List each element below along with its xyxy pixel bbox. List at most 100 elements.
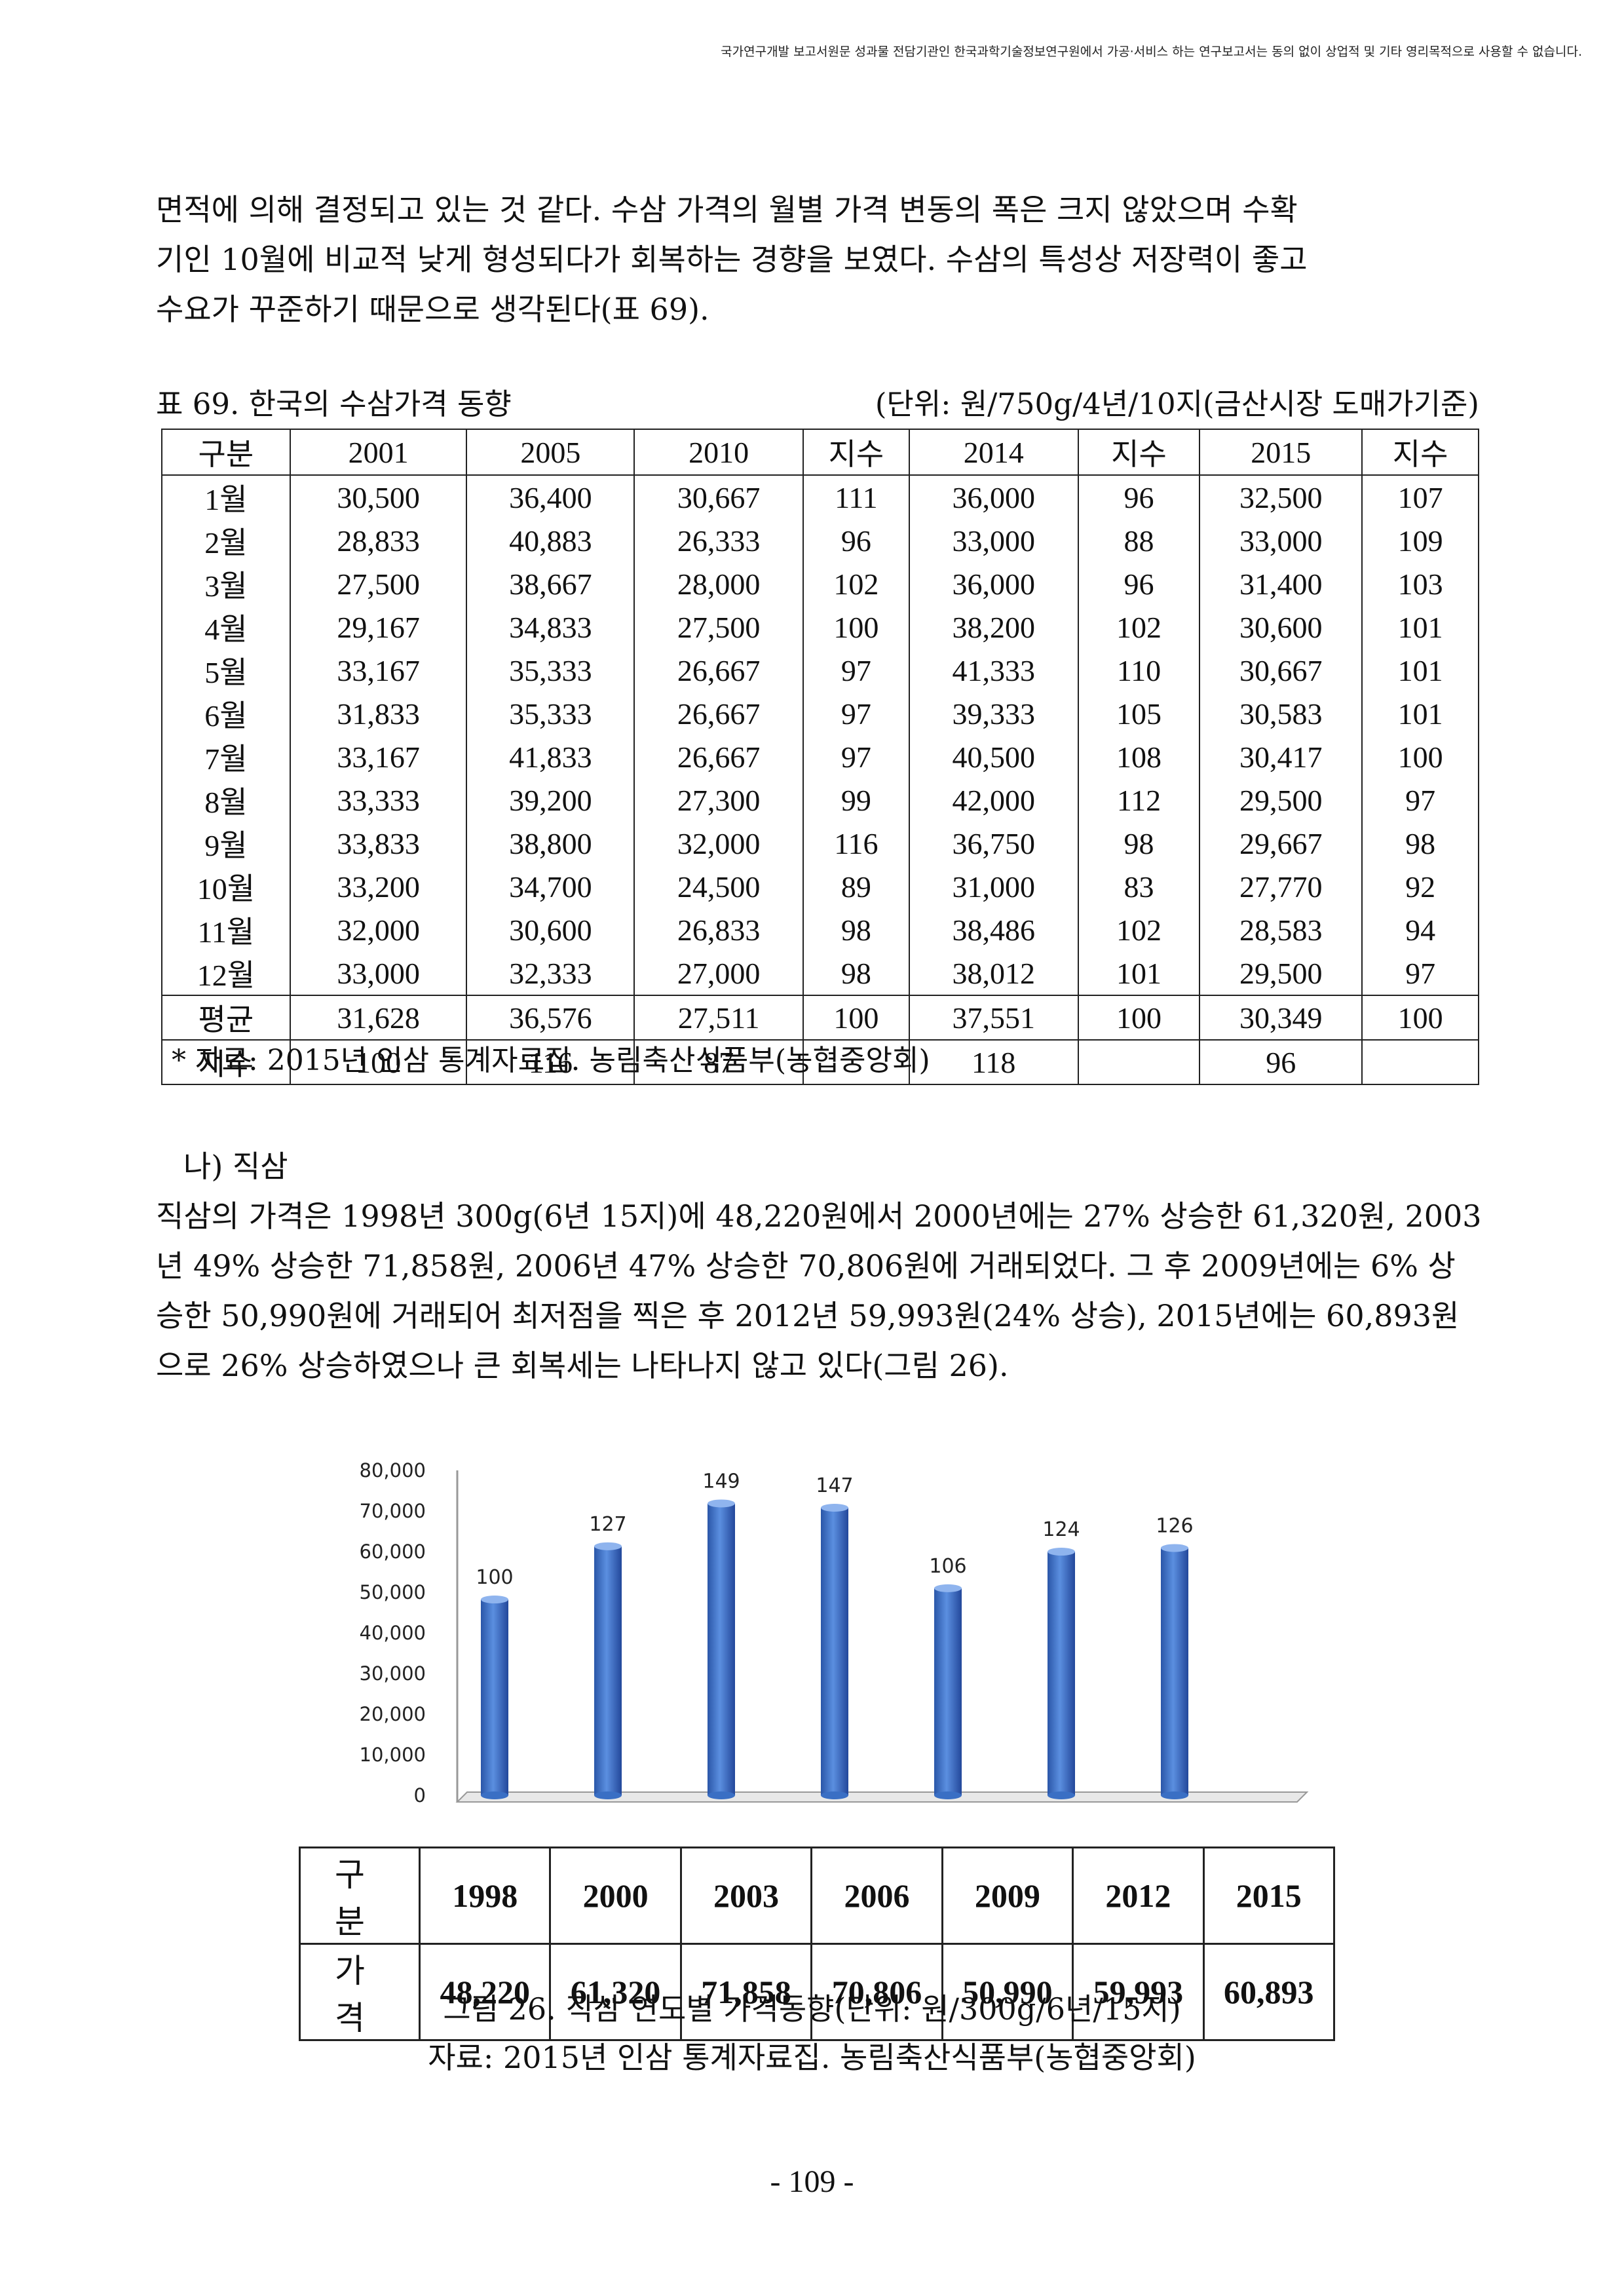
table-cell: 99 bbox=[802, 778, 910, 822]
table-cell: 38,667 bbox=[466, 562, 635, 605]
table-cell: 33,167 bbox=[289, 735, 468, 778]
table-row: 3월 27,500 38,667 28,000 102 36,000 96 31,400 103 bbox=[161, 562, 1479, 605]
bar-base-2003 bbox=[708, 1791, 735, 1799]
table-cell: 101 bbox=[1361, 605, 1479, 649]
table-cell: 89 bbox=[802, 865, 910, 908]
bar-top-2006 bbox=[821, 1504, 848, 1512]
table-cell: 31,000 bbox=[908, 865, 1079, 908]
header-cell: 지수 bbox=[1077, 429, 1201, 476]
table-cell: 36,576 bbox=[466, 995, 635, 1041]
table-cell: 100 bbox=[1077, 995, 1201, 1041]
bar-base-2006 bbox=[821, 1791, 848, 1799]
text-line: 기인 10월에 비교적 낮게 형성되다가 회복하는 경향을 보였다. 수삼의 특… bbox=[156, 242, 1308, 277]
table-cell: 8월 bbox=[161, 778, 291, 822]
average-row: 평균 31,628 36,576 27,511 100 37,551 100 3… bbox=[161, 995, 1479, 1041]
year-cell: 2015 bbox=[1202, 1846, 1336, 1945]
chart-floor bbox=[455, 1791, 1309, 1803]
table-cell: 36,000 bbox=[908, 562, 1079, 605]
table-cell: 105 bbox=[1077, 692, 1201, 735]
bar-base-2012 bbox=[1048, 1791, 1075, 1799]
table-cell: 26,667 bbox=[633, 649, 804, 692]
table-cell: 36,400 bbox=[466, 475, 635, 519]
table-row: 1월 30,500 36,400 30,667 111 36,000 96 32,500 107 bbox=[161, 475, 1479, 519]
table-row: 6월 31,833 35,333 26,667 97 39,333 105 30,583 101 bbox=[161, 692, 1479, 735]
bar-top-2009 bbox=[934, 1584, 962, 1592]
table-cell: 111 bbox=[802, 475, 910, 519]
table-cell: 30,667 bbox=[1199, 649, 1363, 692]
figure-caption: 그림 26. 직삼 연도별 가격동향(단위: 원/300g/6년/15지) bbox=[443, 1991, 1181, 2027]
table-cell: 33,167 bbox=[289, 649, 468, 692]
table-cell: 29,667 bbox=[1199, 822, 1363, 865]
table-cell: 지수 bbox=[161, 1040, 291, 1085]
header-cell: 2015 bbox=[1199, 429, 1363, 476]
header-cell: 2001 bbox=[289, 429, 468, 476]
table-cell: 118 bbox=[908, 1040, 1079, 1085]
table-cell: 38,200 bbox=[908, 605, 1079, 649]
y-tick-label: 30,000 bbox=[360, 1662, 426, 1685]
table-cell: 96 bbox=[1077, 475, 1201, 519]
bar-top-2015 bbox=[1161, 1544, 1188, 1552]
text-line: 년 49% 상승한 71,858원, 2006년 47% 상승한 70,806원… bbox=[156, 1248, 1456, 1284]
table-cell: 2월 bbox=[161, 519, 291, 562]
bar-top-2012 bbox=[1048, 1548, 1075, 1556]
table-cell: 33,000 bbox=[289, 951, 468, 995]
table-cell: 29,500 bbox=[1199, 951, 1363, 995]
table-cell bbox=[802, 1040, 910, 1085]
table-cell: 112 bbox=[1077, 778, 1201, 822]
y-tick-label: 80,000 bbox=[360, 1459, 426, 1482]
table-cell: 32,333 bbox=[466, 951, 635, 995]
table-cell: 100 bbox=[1361, 735, 1479, 778]
table-cell: 4월 bbox=[161, 605, 291, 649]
table-cell: 39,200 bbox=[466, 778, 635, 822]
table-row: 10월 33,200 34,700 24,500 89 31,000 83 27,770 92 bbox=[161, 865, 1479, 908]
bar-base-2015 bbox=[1161, 1791, 1188, 1799]
y-tick-label: 20,000 bbox=[360, 1703, 426, 1725]
row-header: 구 분 bbox=[299, 1846, 421, 1945]
figure-source: 자료: 2015년 인삼 통계자료집. 농림축산식품부(농협중앙회) bbox=[428, 2040, 1196, 2075]
table-cell: 38,012 bbox=[908, 951, 1079, 995]
table-cell: 32,000 bbox=[633, 822, 804, 865]
table-cell: 94 bbox=[1361, 908, 1479, 951]
table-cell: 33,200 bbox=[289, 865, 468, 908]
table-cell: 116 bbox=[802, 822, 910, 865]
table-cell: 35,333 bbox=[466, 649, 635, 692]
table-cell: 101 bbox=[1077, 951, 1201, 995]
table-cell: 27,000 bbox=[633, 951, 804, 995]
table-cell: 29,167 bbox=[289, 605, 468, 649]
page-number: - 109 - bbox=[770, 2164, 854, 2199]
bar-2012 bbox=[1048, 1552, 1075, 1795]
header-cell: 2010 bbox=[633, 429, 804, 476]
table-cell: 27,500 bbox=[289, 562, 468, 605]
table-cell: 87 bbox=[633, 1040, 804, 1085]
table-cell: 100 bbox=[802, 995, 910, 1041]
year-cell: 2012 bbox=[1072, 1846, 1205, 1945]
table-cell: 100 bbox=[1361, 995, 1479, 1041]
table-cell: 26,333 bbox=[633, 519, 804, 562]
header-cell: 2014 bbox=[908, 429, 1079, 476]
fresh-ginseng-price-table: 구분 2001 2005 2010 지수 2014 지수 2015 지수 1월 3… bbox=[161, 429, 1479, 1085]
table-cell: 97 bbox=[802, 692, 910, 735]
table-cell: 96 bbox=[1077, 562, 1201, 605]
bar-data-label: 149 bbox=[702, 1470, 740, 1493]
table-cell: 11월 bbox=[161, 908, 291, 951]
bar-top-2000 bbox=[594, 1542, 622, 1550]
year-cell: 2000 bbox=[549, 1846, 682, 1945]
bar-2003 bbox=[708, 1503, 735, 1795]
table-cell: 30,667 bbox=[633, 475, 804, 519]
table-cell: 110 bbox=[1077, 649, 1201, 692]
table-cell: 28,000 bbox=[633, 562, 804, 605]
price-cell: 61,320 bbox=[549, 1943, 682, 2041]
price-row: 가 격 48,220 61,320 71,858 70,806 50,990 5… bbox=[299, 1943, 1336, 2041]
table-cell: 36,000 bbox=[908, 475, 1079, 519]
bar-data-label: 106 bbox=[929, 1555, 966, 1578]
table-cell: 평균 bbox=[161, 995, 291, 1041]
table-cell: 96 bbox=[1199, 1040, 1363, 1085]
table-cell: 38,800 bbox=[466, 822, 635, 865]
table-cell: 36,750 bbox=[908, 822, 1079, 865]
table-cell: 38,486 bbox=[908, 908, 1079, 951]
table-cell: 102 bbox=[1077, 908, 1201, 951]
text-line: 직삼의 가격은 1998년 300g(6년 15지)에 48,220원에서 20… bbox=[156, 1198, 1482, 1234]
table-cell: 5월 bbox=[161, 649, 291, 692]
table-cell: 102 bbox=[1077, 605, 1201, 649]
table-body: 1월 30,500 36,400 30,667 111 36,000 96 32,500 107… bbox=[161, 475, 1479, 995]
